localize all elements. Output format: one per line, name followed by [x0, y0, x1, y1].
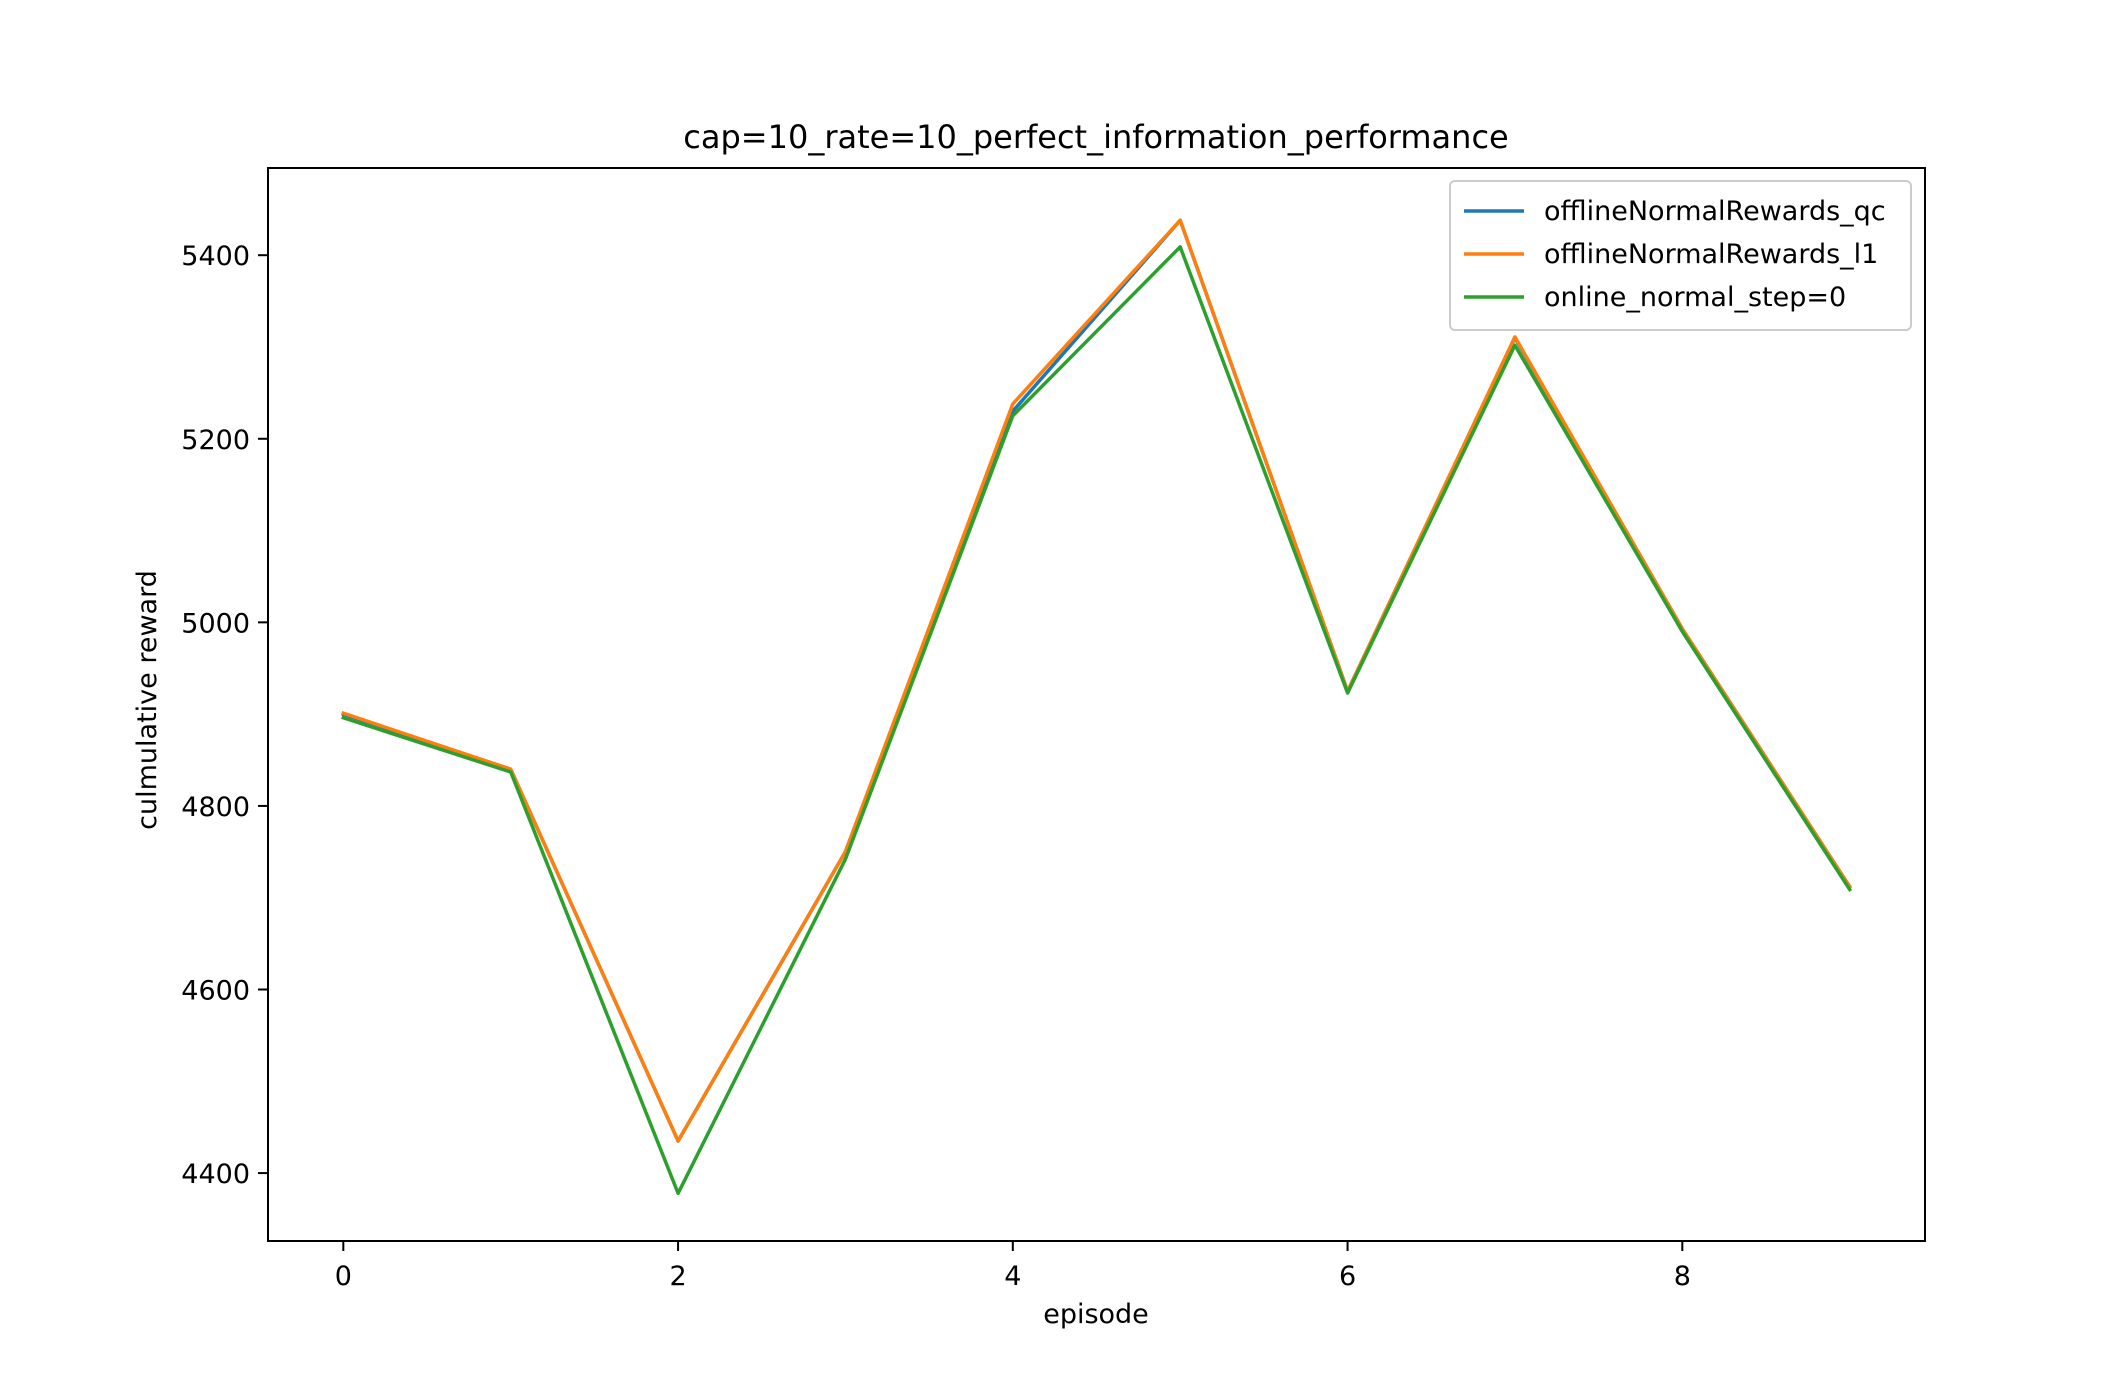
x-tick-label: 6 — [1339, 1261, 1356, 1292]
legend: offlineNormalRewards_qc offlineNormalRewa… — [1449, 180, 1912, 331]
x-axis-label: episode — [1043, 1299, 1149, 1330]
x-axis: 0 2 4 6 8 — [335, 1241, 1691, 1292]
series-line-3 — [341, 245, 1853, 1196]
y-tick-label: 4600 — [181, 976, 250, 1007]
y-tick-label: 5000 — [181, 608, 250, 639]
y-axis-label: culmulative reward — [132, 570, 163, 830]
legend-label: offlineNormalRewards_l1 — [1544, 239, 1878, 270]
y-tick-label: 4800 — [181, 792, 250, 823]
chart-title: cap=10_rate=10_perfect_information_perfo… — [683, 118, 1508, 156]
legend-box — [1449, 180, 1912, 331]
y-tick-label: 5200 — [181, 425, 250, 456]
x-tick-label: 2 — [669, 1261, 686, 1292]
plot-area — [267, 167, 1926, 1242]
y-tick-label: 5400 — [181, 241, 250, 272]
y-tick-label: 4400 — [181, 1159, 250, 1190]
x-tick-label: 0 — [335, 1261, 352, 1292]
series-lines — [341, 218, 1853, 1196]
series-line-2 — [341, 218, 1853, 1143]
y-axis: 4400 4600 4800 5000 5200 5400 — [181, 241, 268, 1190]
x-tick-label: 8 — [1674, 1261, 1691, 1292]
legend-label: offlineNormalRewards_qc — [1544, 196, 1886, 227]
x-tick-label: 4 — [1004, 1261, 1021, 1292]
legend-label: online_normal_step=0 — [1544, 282, 1846, 313]
